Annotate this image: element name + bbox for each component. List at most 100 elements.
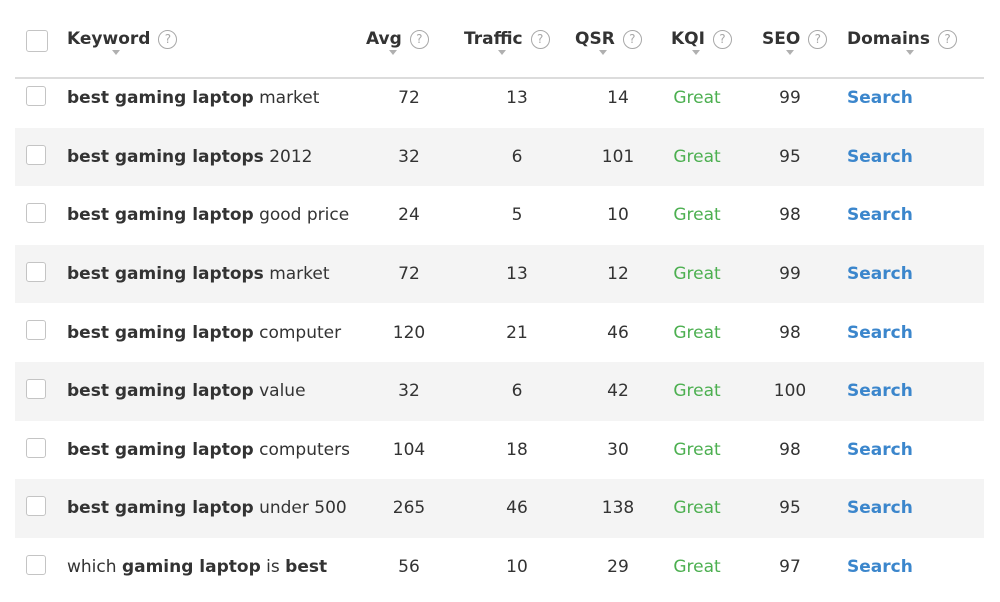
traffic-cell: 46 bbox=[506, 498, 528, 519]
keyword-cell: best gaming laptop computer bbox=[67, 303, 341, 362]
kqi-cell: Great bbox=[673, 439, 721, 460]
keyword-text: good price bbox=[253, 205, 350, 226]
row-checkbox[interactable] bbox=[26, 203, 46, 224]
traffic-cell: 13 bbox=[506, 264, 528, 285]
sort-arrow-icon[interactable] bbox=[786, 50, 794, 55]
table-row: best gaming laptop market 72 13 14 Great 99 Se… bbox=[15, 69, 984, 128]
traffic-cell: 18 bbox=[506, 439, 528, 460]
keyword-text: market bbox=[253, 88, 320, 109]
search-domains-link[interactable]: Search bbox=[847, 322, 913, 343]
keyword-highlight: best gaming laptop bbox=[67, 498, 254, 519]
row-checkbox[interactable] bbox=[26, 437, 46, 458]
keyword-text: computers bbox=[253, 439, 350, 460]
search-domains-link[interactable]: Search bbox=[847, 439, 913, 460]
keyword-text: is bbox=[260, 557, 286, 578]
keyword-cell: best gaming laptops market bbox=[67, 245, 330, 304]
sort-arrow-icon[interactable] bbox=[599, 50, 607, 55]
avg-cell: 104 bbox=[392, 439, 426, 460]
keyword-cell: best gaming laptop good price bbox=[67, 186, 349, 245]
sort-arrow-icon[interactable] bbox=[692, 50, 700, 55]
help-icon[interactable]: ? bbox=[808, 29, 828, 49]
column-label-traffic: Traffic bbox=[464, 29, 523, 49]
qsr-cell: 42 bbox=[607, 381, 629, 402]
avg-cell: 56 bbox=[398, 557, 420, 578]
qsr-cell: 30 bbox=[607, 439, 629, 460]
traffic-cell: 10 bbox=[506, 557, 528, 578]
search-domains-link[interactable]: Search bbox=[847, 205, 913, 226]
sort-arrow-icon[interactable] bbox=[112, 50, 120, 55]
help-icon[interactable]: ? bbox=[712, 29, 732, 49]
keyword-text: market bbox=[263, 264, 330, 285]
row-checkbox[interactable] bbox=[26, 86, 46, 106]
row-checkbox[interactable] bbox=[26, 379, 46, 399]
search-domains-link[interactable]: Search bbox=[847, 146, 913, 167]
search-domains-link[interactable]: Search bbox=[847, 381, 913, 402]
seo-cell: 98 bbox=[779, 322, 801, 343]
table-row: which gaming laptop is best 56 10 29 Great 97… bbox=[15, 538, 984, 597]
keyword-cell: best gaming laptop under 500 bbox=[67, 479, 347, 538]
column-header-traffic[interactable]: Traffic ? bbox=[464, 26, 550, 52]
qsr-cell: 12 bbox=[607, 264, 629, 285]
seo-cell: 100 bbox=[773, 381, 807, 402]
kqi-cell: Great bbox=[673, 88, 721, 109]
search-domains-link[interactable]: Search bbox=[847, 557, 913, 578]
seo-cell: 98 bbox=[779, 205, 801, 226]
column-label-avg: Avg bbox=[366, 29, 402, 49]
help-icon[interactable]: ? bbox=[622, 29, 642, 49]
seo-cell: 99 bbox=[779, 88, 801, 109]
kqi-cell: Great bbox=[673, 498, 721, 519]
avg-cell: 265 bbox=[392, 498, 426, 519]
search-domains-link[interactable]: Search bbox=[847, 498, 913, 519]
help-icon[interactable]: ? bbox=[530, 29, 550, 49]
table-row: best gaming laptops 2012 32 6 101 Great 95 Sea… bbox=[15, 127, 984, 187]
kqi-cell: Great bbox=[673, 264, 721, 285]
row-checkbox[interactable] bbox=[26, 496, 46, 517]
row-checkbox[interactable] bbox=[26, 320, 46, 341]
sort-arrow-icon[interactable] bbox=[389, 50, 397, 55]
kqi-cell: Great bbox=[673, 205, 721, 226]
avg-cell: 72 bbox=[398, 88, 420, 109]
qsr-cell: 138 bbox=[601, 498, 635, 519]
table-row: best gaming laptop under 500 265 46 138 Grea… bbox=[15, 479, 984, 538]
select-all-checkbox[interactable] bbox=[26, 30, 48, 52]
seo-cell: 99 bbox=[779, 264, 801, 285]
table-row: best gaming laptop good price 24 5 10 Great 9… bbox=[15, 186, 984, 245]
column-header-keyword[interactable]: Keyword ? bbox=[67, 26, 178, 52]
row-checkbox[interactable] bbox=[26, 144, 46, 165]
help-icon[interactable]: ? bbox=[158, 29, 178, 49]
keyword-cell: best gaming laptop computers bbox=[67, 421, 350, 480]
qsr-cell: 29 bbox=[607, 557, 629, 578]
table-row: best gaming laptops market 72 13 12 Great 99 S… bbox=[15, 244, 984, 304]
qsr-cell: 10 bbox=[607, 205, 629, 226]
search-domains-link[interactable]: Search bbox=[847, 88, 913, 109]
qsr-cell: 46 bbox=[607, 322, 629, 343]
help-icon[interactable]: ? bbox=[409, 29, 429, 49]
column-header-seo[interactable]: SEO ? bbox=[762, 26, 828, 52]
keyword-highlight: best gaming laptop bbox=[67, 381, 254, 402]
column-header-avg[interactable]: Avg ? bbox=[366, 26, 429, 52]
keyword-highlight: best bbox=[285, 557, 328, 578]
column-label-kqi: KQI bbox=[671, 29, 705, 49]
traffic-cell: 21 bbox=[506, 322, 528, 343]
column-header-qsr[interactable]: QSR ? bbox=[575, 26, 642, 52]
sort-arrow-icon[interactable] bbox=[906, 50, 914, 55]
search-domains-link[interactable]: Search bbox=[847, 264, 913, 285]
keyword-table: Keyword ? Avg ? Traffic ? QSR ? KQI ? SE… bbox=[15, 0, 984, 602]
traffic-cell: 5 bbox=[511, 205, 523, 226]
table-row: best gaming laptop computers 104 18 30 Great… bbox=[15, 421, 984, 480]
keyword-highlight: best gaming laptop bbox=[67, 439, 254, 460]
keyword-text: under 500 bbox=[253, 498, 347, 519]
keyword-highlight: best gaming laptop bbox=[67, 322, 254, 343]
column-header-domains[interactable]: Domains ? bbox=[847, 26, 958, 52]
qsr-cell: 14 bbox=[607, 88, 629, 109]
kqi-cell: Great bbox=[673, 146, 721, 167]
sort-arrow-icon[interactable] bbox=[498, 50, 506, 55]
row-checkbox[interactable] bbox=[26, 261, 46, 282]
kqi-cell: Great bbox=[673, 557, 721, 578]
help-icon[interactable]: ? bbox=[938, 29, 958, 49]
seo-cell: 95 bbox=[779, 146, 801, 167]
column-header-kqi[interactable]: KQI ? bbox=[671, 26, 732, 52]
keyword-text: which bbox=[67, 557, 122, 578]
row-checkbox[interactable] bbox=[26, 554, 46, 575]
seo-cell: 98 bbox=[779, 439, 801, 460]
